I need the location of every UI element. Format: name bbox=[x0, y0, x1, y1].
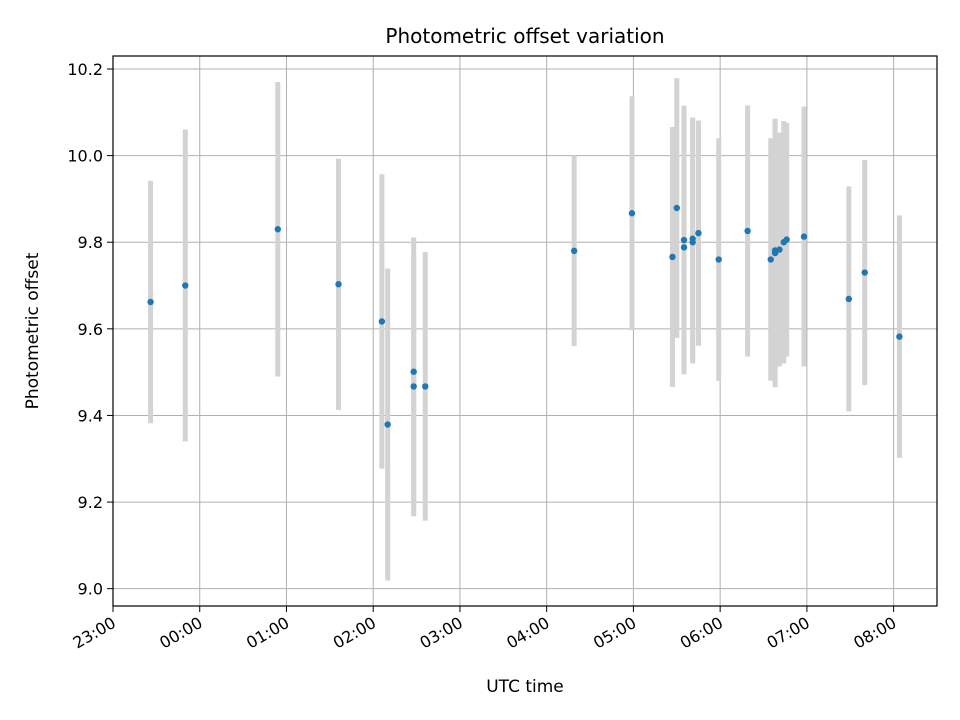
data-point bbox=[335, 281, 342, 288]
data-point bbox=[680, 244, 688, 251]
data-point bbox=[410, 368, 417, 375]
data-point bbox=[783, 236, 790, 243]
data-point bbox=[776, 246, 783, 253]
y-tick-label: 9.6 bbox=[78, 320, 103, 339]
data-point bbox=[689, 239, 696, 246]
y-axis-label: Photometric offset bbox=[23, 252, 43, 409]
data-point bbox=[628, 210, 636, 217]
data-point bbox=[767, 256, 774, 263]
data-point bbox=[744, 227, 751, 235]
data-point bbox=[274, 226, 281, 233]
data-point bbox=[182, 282, 189, 289]
y-tick-label: 9.0 bbox=[78, 580, 103, 599]
data-point bbox=[896, 333, 903, 340]
y-axis-ticks: 9.0 9.2 9.4 9.6 9.8 10.0 10.2 bbox=[67, 60, 113, 599]
data-point bbox=[861, 269, 868, 276]
data-point bbox=[800, 233, 808, 240]
data-point bbox=[680, 236, 688, 244]
data-point bbox=[410, 383, 417, 390]
grid bbox=[112, 56, 937, 606]
y-tick-label: 9.2 bbox=[78, 493, 103, 512]
chart-title: Photometric offset variation bbox=[385, 24, 664, 48]
y-tick-label: 9.8 bbox=[78, 233, 103, 252]
data-point bbox=[669, 253, 676, 261]
data-point bbox=[384, 421, 391, 428]
data-point bbox=[570, 247, 578, 255]
data-point bbox=[695, 229, 702, 237]
plot-frame bbox=[112, 55, 938, 607]
data-point bbox=[422, 383, 429, 390]
data-point bbox=[147, 298, 154, 306]
y-tick-label: 9.4 bbox=[78, 406, 103, 425]
y-tick-label: 10.2 bbox=[67, 60, 103, 79]
data-points bbox=[147, 204, 903, 428]
data-point bbox=[845, 295, 853, 303]
data-point bbox=[715, 256, 722, 263]
data-point bbox=[673, 204, 680, 212]
data-point bbox=[378, 318, 386, 325]
y-tick-label: 10.0 bbox=[67, 147, 103, 166]
x-axis-label: UTC time bbox=[486, 677, 564, 697]
